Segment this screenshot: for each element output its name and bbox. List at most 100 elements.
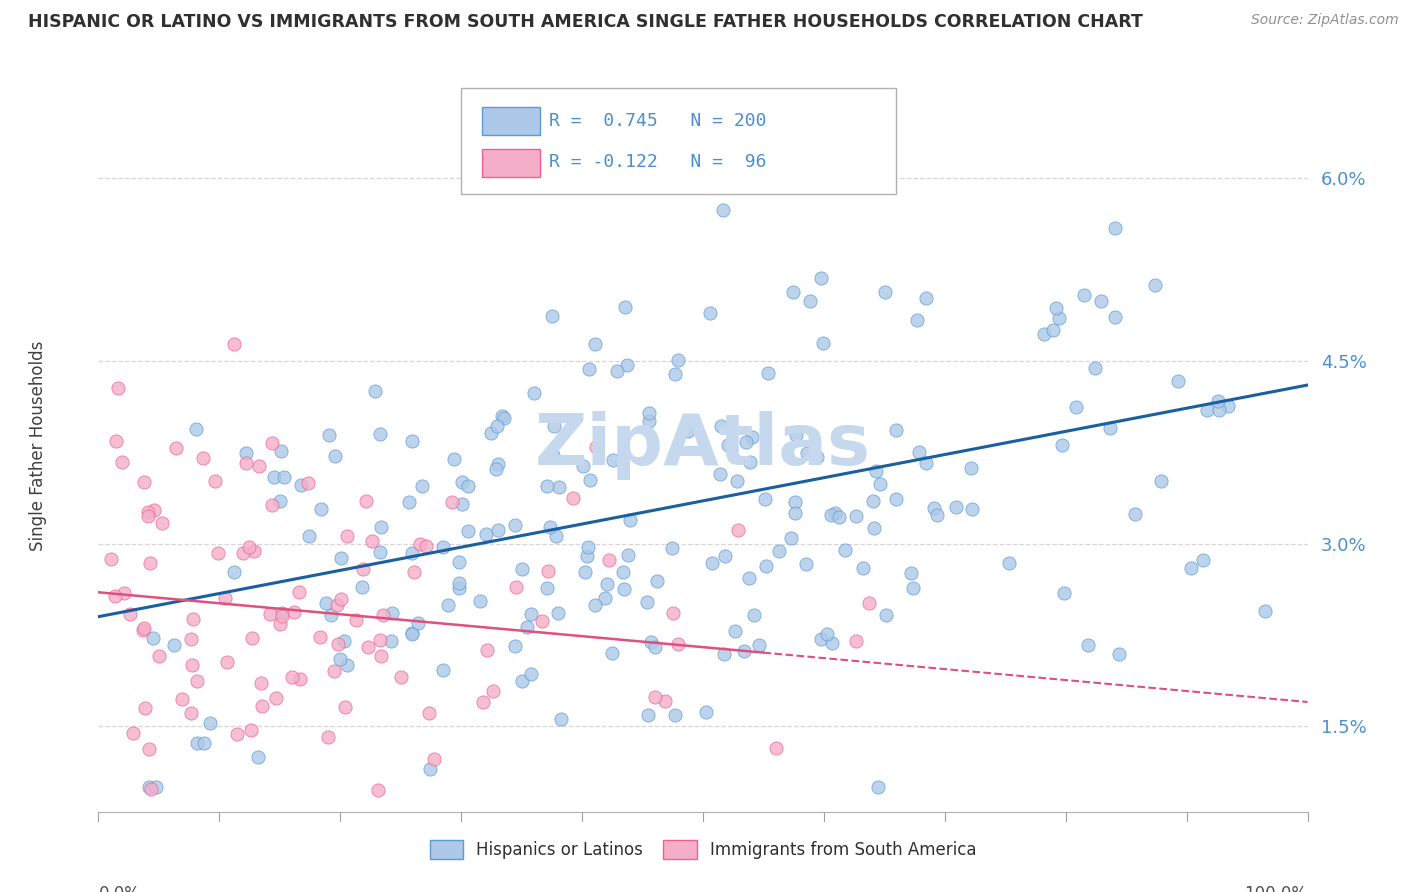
Point: [516, 619, 538, 633]
Point: [616, 358, 638, 372]
Point: [440, 495, 463, 509]
Point: [537, 565, 560, 579]
Text: R =  0.745   N = 200: R = 0.745 N = 200: [550, 112, 766, 129]
Point: [492, 411, 515, 425]
Point: [138, 742, 160, 756]
Point: [536, 479, 558, 493]
Point: [538, 520, 561, 534]
Point: [200, 715, 222, 730]
Point: [260, 435, 283, 450]
Point: [401, 434, 423, 448]
Point: [451, 497, 474, 511]
Point: [457, 524, 479, 538]
Point: [810, 271, 832, 285]
Point: [1218, 399, 1240, 413]
Point: [666, 352, 689, 367]
Point: [319, 608, 342, 623]
Point: [637, 707, 659, 722]
Point: [350, 580, 373, 594]
Point: [297, 529, 319, 543]
Point: [475, 527, 498, 541]
Point: [583, 598, 606, 612]
Point: [368, 426, 391, 441]
Point: [815, 626, 838, 640]
Point: [1033, 327, 1056, 342]
Point: [510, 673, 533, 688]
Point: [354, 493, 377, 508]
Point: [222, 566, 245, 580]
Text: R = -0.122   N =  96: R = -0.122 N = 96: [550, 153, 766, 171]
Text: Single Father Households: Single Father Households: [30, 341, 46, 551]
Point: [447, 581, 470, 595]
Point: [1053, 586, 1076, 600]
Point: [640, 635, 662, 649]
FancyBboxPatch shape: [482, 149, 540, 177]
Point: [619, 513, 641, 527]
Point: [481, 425, 503, 440]
Point: [536, 582, 558, 596]
Point: [711, 202, 734, 217]
Point: [1167, 374, 1189, 388]
Point: [755, 559, 778, 574]
Point: [411, 479, 433, 493]
Point: [482, 684, 505, 698]
Point: [269, 494, 291, 508]
Point: [180, 706, 202, 720]
Point: [193, 735, 215, 749]
Point: [181, 612, 204, 626]
Point: [960, 502, 983, 516]
Point: [505, 580, 527, 594]
Point: [765, 741, 787, 756]
Point: [1045, 301, 1067, 316]
Point: [243, 544, 266, 558]
Point: [654, 693, 676, 707]
Point: [451, 475, 474, 489]
Point: [370, 520, 392, 534]
Point: [997, 556, 1019, 570]
Point: [1064, 400, 1087, 414]
Point: [612, 566, 634, 580]
Point: [738, 571, 761, 585]
Point: [519, 667, 541, 681]
Point: [415, 539, 437, 553]
Point: [283, 605, 305, 619]
Point: [134, 621, 156, 635]
Point: [811, 335, 834, 350]
Point: [486, 523, 509, 537]
Point: [550, 712, 572, 726]
Point: [186, 673, 208, 688]
Point: [264, 691, 287, 706]
Point: [810, 632, 832, 647]
Point: [598, 553, 620, 567]
Point: [531, 614, 554, 628]
Point: [866, 780, 889, 795]
Point: [235, 445, 257, 459]
Point: [806, 450, 828, 465]
Point: [336, 529, 359, 543]
Point: [328, 637, 350, 651]
Point: [562, 491, 585, 505]
Point: [249, 458, 271, 473]
Point: [408, 616, 430, 631]
Point: [828, 510, 851, 524]
Point: [336, 658, 359, 673]
Point: [246, 749, 269, 764]
Point: [695, 706, 717, 720]
Point: [510, 562, 533, 576]
Point: [333, 633, 356, 648]
Point: [520, 607, 543, 622]
Point: [270, 606, 292, 620]
Text: 0.0%: 0.0%: [98, 885, 141, 892]
Point: [118, 607, 141, 622]
Point: [606, 364, 628, 378]
Point: [134, 475, 156, 489]
Point: [380, 606, 402, 620]
Point: [596, 576, 619, 591]
Point: [281, 670, 304, 684]
Point: [136, 509, 159, 524]
Point: [1254, 604, 1277, 618]
Point: [578, 362, 600, 376]
Point: [142, 631, 165, 645]
Point: [238, 540, 260, 554]
Point: [768, 543, 790, 558]
